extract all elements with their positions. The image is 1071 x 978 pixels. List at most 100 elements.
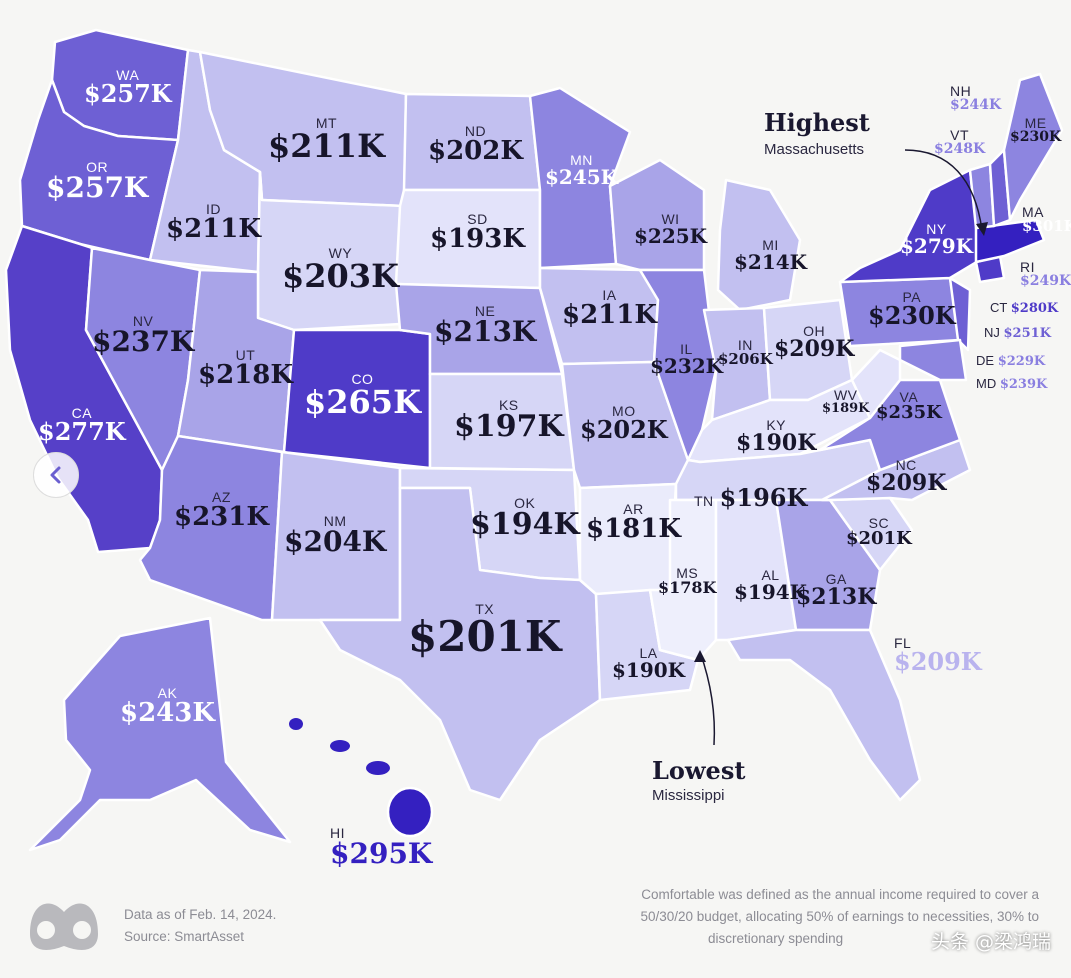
state-value: $245K xyxy=(545,165,619,189)
state-value: $230K xyxy=(868,301,956,330)
state-value: $193K xyxy=(430,224,525,254)
label-wa: WA $257K xyxy=(84,68,172,106)
state-ak xyxy=(28,616,292,852)
state-abbr: WV xyxy=(833,387,858,403)
label-ak: AK $243K xyxy=(120,686,215,726)
label-va: VA $235K xyxy=(876,390,942,422)
state-abbr: DE xyxy=(976,353,995,368)
footer-date: Data as of Feb. 14, 2024. xyxy=(124,907,277,922)
state-value: $196K xyxy=(719,483,808,512)
state-me xyxy=(1002,72,1064,222)
state-value: $301K xyxy=(1022,217,1071,235)
label-ms: MS $178K xyxy=(658,566,716,596)
state-value: $211K xyxy=(562,300,657,330)
label-sc: SC $201K xyxy=(846,516,912,548)
state-abbr: MO xyxy=(612,403,636,419)
state-value: $232K xyxy=(650,354,724,378)
state-abbr: ID xyxy=(205,201,221,217)
state-value: $209K xyxy=(774,336,855,362)
state-abbr: TN xyxy=(694,493,714,509)
state-abbr: OK xyxy=(514,495,536,511)
label-tn: TN $196K xyxy=(694,486,807,510)
label-ne: NE $213K xyxy=(434,304,536,346)
label-ma: MA $301K xyxy=(1022,205,1071,234)
state-value: $265K xyxy=(304,383,421,421)
label-nh: NH $244K xyxy=(950,84,1001,112)
lowest-callout-title: Lowest xyxy=(652,756,746,785)
label-nv: NV $237K xyxy=(92,314,194,356)
state-ma xyxy=(974,218,1046,264)
state-nj xyxy=(948,276,972,352)
label-ct: CT $280K xyxy=(990,301,1058,315)
state-abbr: MN xyxy=(570,152,593,168)
state-abbr: PA xyxy=(902,289,922,305)
state-value: $257K xyxy=(46,171,149,204)
state-abbr: AZ xyxy=(212,489,231,505)
state-ky xyxy=(686,378,872,464)
label-ca: CA $277K xyxy=(38,406,126,444)
state-abbr: MI xyxy=(762,237,779,253)
state-abbr: NH xyxy=(950,83,972,99)
state-abbr: TX xyxy=(475,601,495,617)
state-value: $249K xyxy=(1020,273,1071,289)
state-value: $197K xyxy=(454,409,564,444)
label-sd: SD $193K xyxy=(430,212,525,252)
state-value: $295K xyxy=(330,837,433,870)
highest-arrowhead xyxy=(976,222,988,236)
label-mi: MI $214K xyxy=(734,238,807,272)
highest-callout-title: Highest xyxy=(764,108,870,137)
state-abbr: GA xyxy=(825,571,847,587)
label-nj: NJ $251K xyxy=(984,326,1051,340)
label-wy: WY $203K xyxy=(282,246,399,292)
state-value: $229K xyxy=(997,354,1046,369)
state-value: $243K xyxy=(120,698,215,728)
state-value: $244K xyxy=(950,97,1002,113)
state-abbr: ME xyxy=(1024,115,1047,131)
logo-icon xyxy=(30,903,98,950)
label-nc: NC $209K xyxy=(866,458,946,494)
label-ks: KS $197K xyxy=(454,398,564,442)
state-abbr: HI xyxy=(330,825,345,841)
previous-button[interactable] xyxy=(33,452,79,498)
state-abbr: MD xyxy=(976,376,997,391)
label-pa: PA $230K xyxy=(868,290,956,328)
state-abbr: AR xyxy=(623,501,644,517)
hi-island-1 xyxy=(366,761,390,775)
state-abbr: FL xyxy=(894,635,912,651)
highest-arrow xyxy=(904,149,983,231)
label-ga: GA $213K xyxy=(796,572,876,608)
state-value: $248K xyxy=(934,141,986,157)
label-hi: HI $295K xyxy=(330,826,432,868)
footer-note-1: Comfortable was defined as the annual in… xyxy=(641,887,1039,902)
label-nm: NM $204K xyxy=(284,514,386,556)
state-value: $202K xyxy=(580,415,668,444)
state-abbr: NM xyxy=(323,513,347,529)
state-abbr: NE xyxy=(474,303,496,319)
state-abbr: RI xyxy=(1020,259,1035,275)
state-value: $189K xyxy=(822,401,870,416)
state-abbr: MS xyxy=(676,565,699,581)
state-value: $277K xyxy=(38,417,126,446)
state-abbr: AL xyxy=(761,567,780,583)
state-value: $239K xyxy=(999,377,1048,392)
state-abbr: WA xyxy=(116,67,140,83)
state-value: $203K xyxy=(282,257,399,295)
label-or: OR $257K xyxy=(46,160,148,202)
label-co: CO $265K xyxy=(304,372,421,418)
state-abbr: CA xyxy=(71,405,93,421)
state-value: $190K xyxy=(736,430,817,456)
state-value: $194K xyxy=(470,507,580,542)
watermark: 头条 @梁鸿瑞 xyxy=(930,931,1051,953)
label-md: MD $239K xyxy=(976,377,1047,391)
footer-source: Source: SmartAsset xyxy=(124,929,245,944)
state-value: $237K xyxy=(92,325,195,358)
state-value: $206K xyxy=(718,350,773,368)
state-abbr: IA xyxy=(602,287,617,303)
state-value: $209K xyxy=(866,470,947,496)
state-abbr: AK xyxy=(157,685,178,701)
state-abbr: NY xyxy=(926,221,947,237)
state-value: $211K xyxy=(166,214,261,244)
state-abbr: MA xyxy=(1022,204,1044,220)
